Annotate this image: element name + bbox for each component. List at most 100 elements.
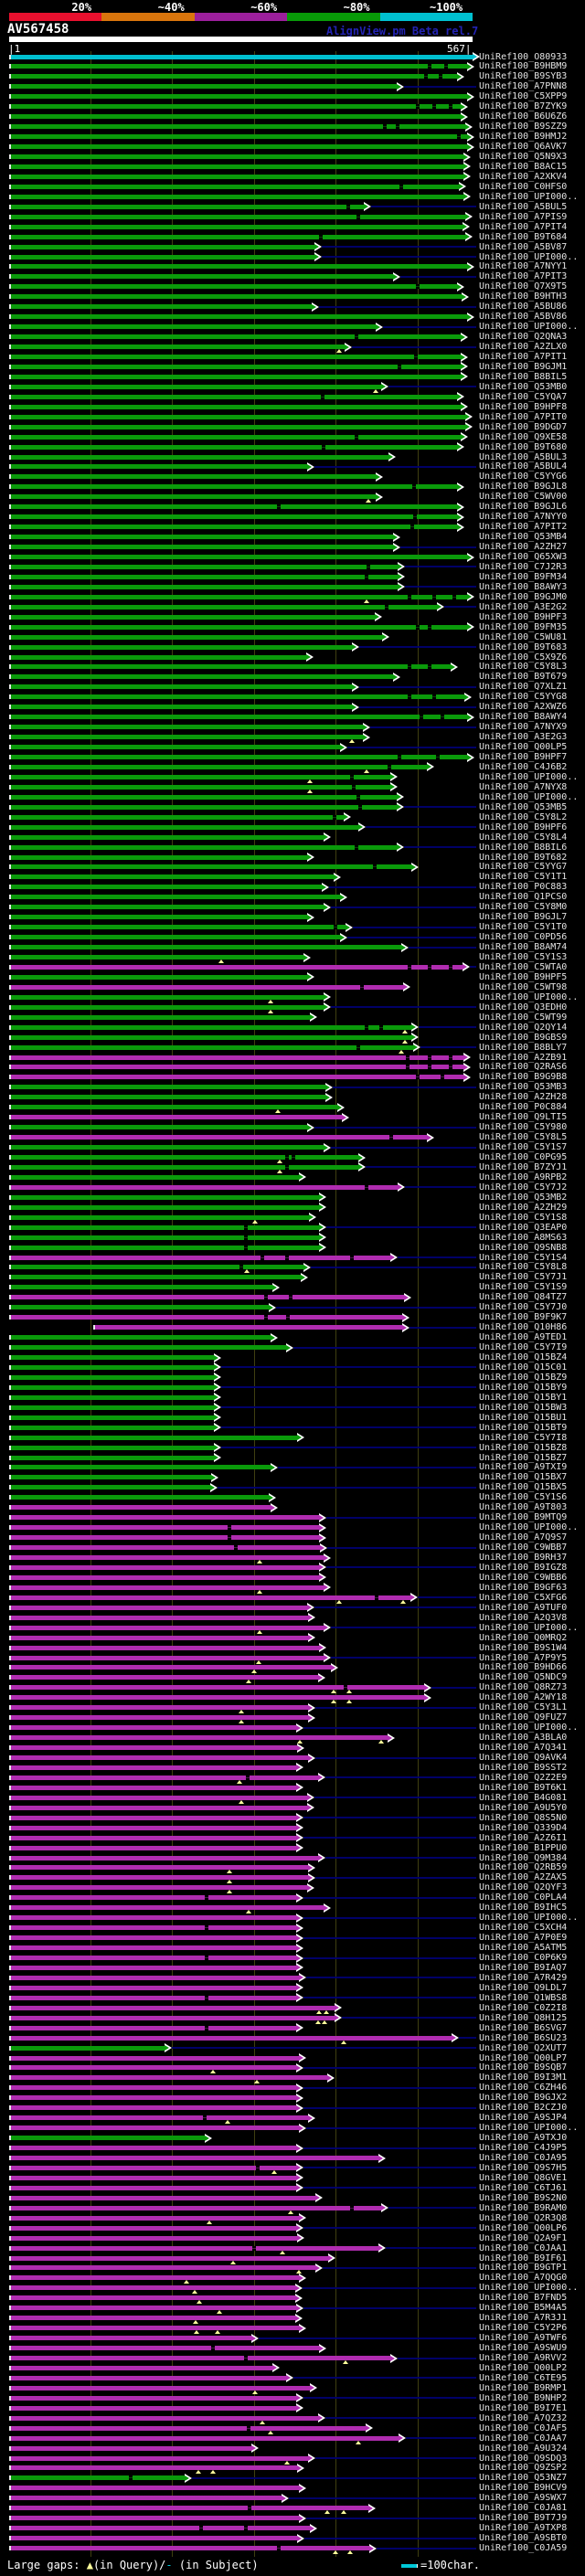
hit-label[interactable]: UniRef100_C5Y8L5 — [479, 1132, 568, 1143]
alignment-row[interactable]: UniRef100_B9HMJ2 — [0, 132, 585, 142]
alignment-row[interactable]: UniRef100_B8AWY3 — [0, 582, 585, 592]
hit-label[interactable]: UniRef100_A2ZB91 — [479, 1052, 568, 1063]
hit-label[interactable]: UniRef100_A7Q9S7 — [479, 1532, 568, 1543]
alignment-bar[interactable] — [9, 2425, 366, 2431]
alignment-bar[interactable] — [9, 574, 398, 579]
hit-label[interactable]: UniRef100_B8BIL6 — [479, 842, 568, 853]
alignment-row[interactable]: UniRef100_B9FM35 — [0, 622, 585, 632]
alignment-bar[interactable] — [9, 94, 467, 100]
alignment-row[interactable]: UniRef100_A2ZH28 — [0, 1092, 585, 1102]
alignment-row[interactable]: UniRef100_A7Q341 — [0, 1743, 585, 1753]
alignment-bar[interactable] — [9, 994, 324, 1000]
hit-label[interactable]: UniRef100_A5BV86 — [479, 312, 568, 323]
alignment-bar[interactable] — [9, 2506, 369, 2511]
alignment-row[interactable]: UniRef100_A2XWZ6 — [0, 702, 585, 712]
alignment-bar[interactable] — [9, 1564, 319, 1570]
alignment-bar[interactable] — [9, 2375, 286, 2380]
alignment-bar[interactable] — [9, 404, 462, 409]
hit-label[interactable]: UniRef100_Q10H86 — [479, 1322, 568, 1333]
alignment-bar[interactable] — [9, 2486, 300, 2491]
alignment-bar[interactable] — [9, 1355, 214, 1360]
hit-label[interactable]: UniRef100_B9IAQ7 — [479, 1962, 568, 1973]
alignment-bar[interactable] — [9, 1515, 319, 1521]
hit-label[interactable]: UniRef100_C5YYG8 — [479, 692, 568, 703]
hit-label[interactable]: UniRef100_Q53MB5 — [479, 801, 568, 812]
alignment-bar[interactable] — [9, 414, 465, 419]
hit-label[interactable]: UniRef100_Q15C01 — [479, 1362, 568, 1373]
hit-label[interactable]: UniRef100_P0C884 — [479, 1102, 568, 1113]
alignment-bar[interactable] — [9, 1755, 308, 1760]
alignment-bar[interactable] — [9, 1725, 297, 1731]
alignment-row[interactable]: UniRef100_B9IF61 — [0, 2253, 585, 2264]
alignment-row[interactable]: UniRef100_Q5N9X3 — [0, 152, 585, 162]
alignment-row[interactable]: UniRef100_C0PD56 — [0, 932, 585, 942]
alignment-row[interactable]: UniRef100_Q9SNB8 — [0, 1243, 585, 1253]
hit-label[interactable]: UniRef100_B9HPF6 — [479, 822, 568, 832]
alignment-row[interactable]: UniRef100_Q339D4 — [0, 1823, 585, 1833]
alignment-bar[interactable] — [9, 1805, 308, 1810]
alignment-bar[interactable] — [9, 1665, 332, 1670]
alignment-bar[interactable] — [9, 2496, 282, 2501]
alignment-bar[interactable] — [9, 1024, 411, 1030]
alignment-bar[interactable] — [9, 2316, 295, 2321]
alignment-bar[interactable] — [9, 1285, 273, 1290]
alignment-row[interactable]: UniRef100_A9TUF0 — [0, 1603, 585, 1613]
alignment-bar[interactable] — [9, 694, 465, 700]
alignment-row[interactable]: UniRef100_UPI000.. — [0, 792, 585, 802]
alignment-bar[interactable] — [9, 1785, 297, 1790]
alignment-row[interactable]: UniRef100_B8AWY4 — [0, 712, 585, 722]
alignment-bar[interactable] — [9, 2205, 381, 2210]
alignment-row[interactable]: UniRef100_A9SWU9 — [0, 2343, 585, 2353]
alignment-row[interactable]: UniRef100_B9HPF5 — [0, 972, 585, 982]
alignment-bar[interactable] — [9, 1345, 286, 1351]
alignment-row[interactable]: UniRef100_A9TWF6 — [0, 2333, 585, 2343]
hit-label[interactable]: UniRef100_A7R429 — [479, 1972, 568, 1983]
alignment-bar[interactable] — [9, 114, 461, 120]
hit-label[interactable]: UniRef100_B9HPF7 — [479, 752, 568, 762]
alignment-bar[interactable] — [9, 1295, 404, 1300]
hit-label[interactable]: UniRef100_P0C883 — [479, 882, 568, 893]
hit-label[interactable]: UniRef100_A7P9Y5 — [479, 1652, 568, 1663]
alignment-bar[interactable] — [9, 1214, 309, 1220]
alignment-row[interactable]: UniRef100_C5Y7I8 — [0, 1433, 585, 1443]
hit-label[interactable]: UniRef100_A5BV87 — [479, 241, 568, 252]
alignment-row[interactable]: UniRef100_B9SST2 — [0, 1763, 585, 1773]
alignment-row[interactable]: UniRef100_A7PIS9 — [0, 212, 585, 222]
alignment-bar[interactable] — [9, 1925, 297, 1931]
hit-label[interactable]: UniRef100_A2ZH29 — [479, 1202, 568, 1213]
hit-label[interactable]: UniRef100_Q84TZ7 — [479, 1292, 568, 1303]
hit-label[interactable]: UniRef100_UPI000.. — [479, 2123, 579, 2134]
hit-label[interactable]: UniRef100_A9TUF0 — [479, 1602, 568, 1613]
hit-label[interactable]: UniRef100_C5X9Z6 — [479, 652, 568, 663]
alignment-bar[interactable] — [9, 1985, 297, 1990]
alignment-row[interactable]: UniRef100_C5WT98 — [0, 982, 585, 992]
hit-label[interactable]: UniRef100_B8AM74 — [479, 942, 568, 953]
hit-label[interactable]: UniRef100_A7NYX9 — [479, 722, 568, 733]
alignment-bar[interactable] — [9, 1095, 325, 1100]
hit-label[interactable]: UniRef100_C5Y7I8 — [479, 1432, 568, 1443]
hit-label[interactable]: UniRef100_A7PNN8 — [479, 81, 568, 92]
alignment-row[interactable]: UniRef100_B9GJM0 — [0, 592, 585, 603]
alignment-row[interactable]: UniRef100_B6U6Z6 — [0, 111, 585, 122]
alignment-bar[interactable] — [9, 1445, 214, 1450]
alignment-row[interactable]: UniRef100_C5WTA0 — [0, 962, 585, 972]
alignment-bar[interactable] — [9, 514, 457, 520]
alignment-bar[interactable] — [9, 1235, 320, 1240]
hit-label[interactable]: UniRef100_C5WV00 — [479, 492, 568, 503]
alignment-bar[interactable] — [9, 984, 403, 990]
alignment-row[interactable]: UniRef100_C5X9Z6 — [0, 652, 585, 663]
alignment-row[interactable]: UniRef100_A3E2G2 — [0, 602, 585, 612]
alignment-row[interactable]: UniRef100_Q15BW3 — [0, 1403, 585, 1413]
alignment-bar[interactable] — [9, 2156, 378, 2160]
alignment-bar[interactable] — [9, 2255, 329, 2261]
alignment-row[interactable]: UniRef100_Q7X9T5 — [0, 281, 585, 292]
hit-label[interactable]: UniRef100_C5Y1T0 — [479, 922, 568, 933]
alignment-bar[interactable] — [9, 204, 364, 209]
hit-label[interactable]: UniRef100_B9T684 — [479, 231, 568, 242]
alignment-bar[interactable] — [9, 1044, 413, 1050]
hit-label[interactable]: UniRef100_Q339D4 — [479, 1822, 568, 1833]
alignment-bar[interactable] — [9, 284, 457, 290]
alignment-row[interactable]: UniRef100_C5Y8L3 — [0, 662, 585, 672]
alignment-bar[interactable] — [9, 1465, 271, 1470]
hit-label[interactable]: UniRef100_A9RVV2 — [479, 2353, 568, 2363]
